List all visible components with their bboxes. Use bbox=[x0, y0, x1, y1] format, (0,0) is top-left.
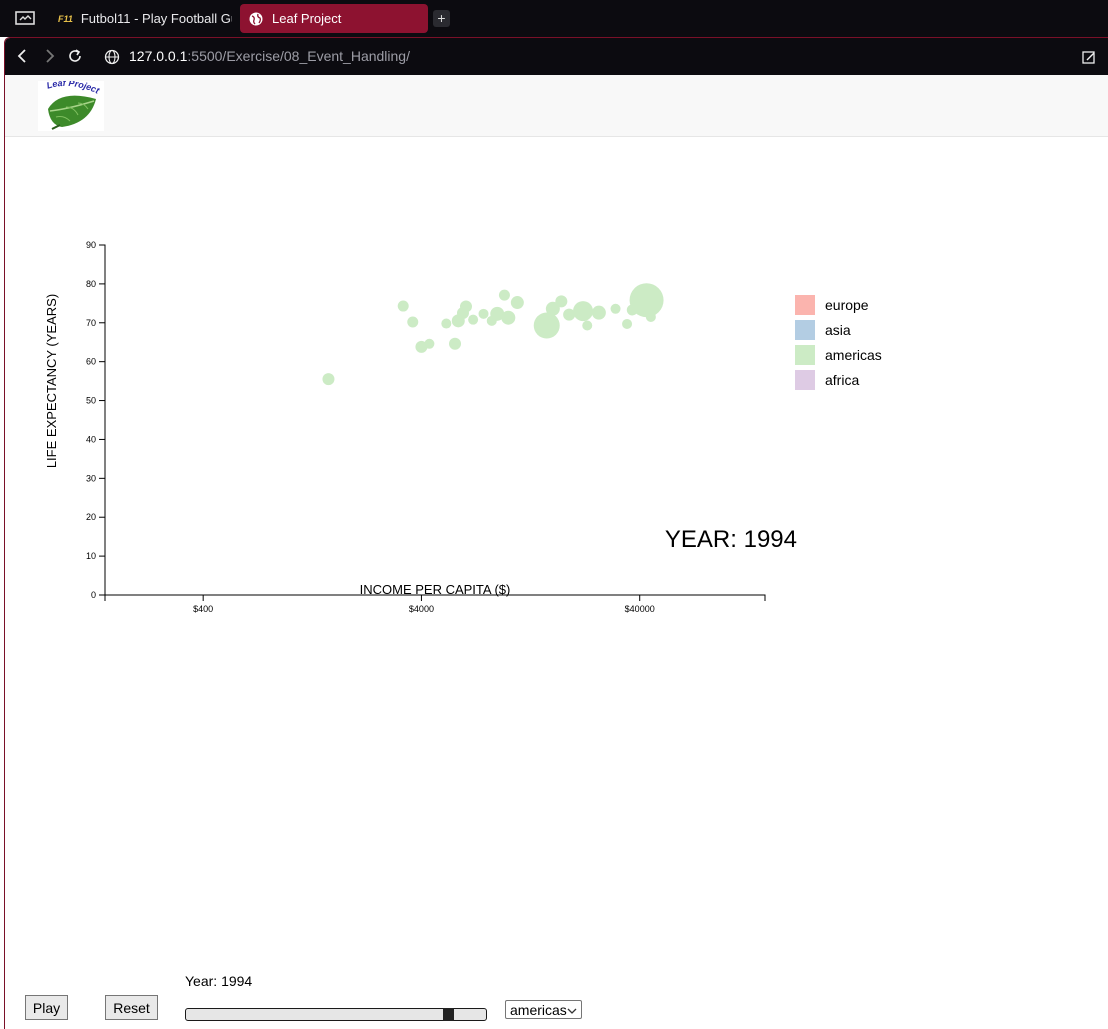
x-tick-label: $400 bbox=[193, 604, 213, 614]
futbol11-favicon: F11 bbox=[58, 13, 73, 24]
year-slider[interactable] bbox=[185, 1008, 487, 1021]
data-point bbox=[510, 296, 524, 310]
url-path: :5500/Exercise/08_Event_Handling/ bbox=[187, 48, 410, 64]
legend-label-asia: asia bbox=[825, 322, 851, 338]
y-tick-label: 30 bbox=[86, 473, 96, 483]
site-navbar: Leaf Project bbox=[5, 75, 1108, 137]
x-axis-line bbox=[104, 594, 766, 601]
legend-swatch-americas bbox=[795, 345, 815, 365]
tab-label: Leaf Project bbox=[272, 11, 342, 26]
site-info-icon[interactable] bbox=[104, 49, 120, 65]
play-button[interactable]: Play bbox=[25, 995, 68, 1020]
continent-select-value: americas bbox=[510, 1002, 567, 1018]
data-point bbox=[629, 283, 664, 318]
page-content: Leaf Project 0 10 20 30 40 50 60 70 80 90 $400 $400… bbox=[5, 75, 1108, 1029]
globe-icon bbox=[249, 12, 263, 25]
browser-tabbar: F11 Futbol11 - Play Football Gu Leaf Pro… bbox=[0, 0, 1108, 37]
x-axis-label: INCOME PER CAPITA ($) bbox=[360, 582, 511, 597]
reload-icon[interactable] bbox=[66, 47, 84, 65]
y-tick-label: 60 bbox=[86, 357, 96, 367]
data-point bbox=[407, 316, 419, 328]
data-point bbox=[322, 373, 335, 386]
chart-points bbox=[322, 283, 664, 386]
data-point bbox=[441, 318, 452, 329]
data-point bbox=[591, 305, 606, 320]
legend-label-africa: africa bbox=[825, 372, 859, 388]
screenshot-edit-icon[interactable] bbox=[1081, 49, 1097, 65]
browser-window: 127.0.0.1:5500/Exercise/08_Event_Handlin… bbox=[4, 37, 1108, 1029]
forward-icon[interactable] bbox=[40, 47, 58, 65]
leaf-project-logo[interactable]: Leaf Project bbox=[38, 78, 104, 131]
address-bar: 127.0.0.1:5500/Exercise/08_Event_Handlin… bbox=[5, 38, 1108, 75]
legend-swatch-europe bbox=[795, 295, 815, 315]
workspaces-icon[interactable] bbox=[12, 8, 38, 28]
data-point bbox=[533, 312, 560, 339]
data-point bbox=[555, 295, 568, 308]
data-point bbox=[424, 338, 435, 349]
y-tick-label: 40 bbox=[86, 434, 96, 444]
data-point bbox=[478, 308, 489, 319]
x-tick-label: $40000 bbox=[625, 604, 655, 614]
legend-label-europe: europe bbox=[825, 297, 869, 313]
slider-handle[interactable] bbox=[443, 1008, 455, 1021]
chevron-down-icon bbox=[567, 1008, 577, 1014]
data-point bbox=[645, 311, 656, 322]
data-point bbox=[610, 303, 621, 314]
y-tick-label: 0 bbox=[91, 590, 96, 600]
data-point bbox=[498, 289, 510, 301]
y-tick-label: 10 bbox=[86, 551, 96, 561]
data-point bbox=[459, 300, 472, 313]
data-point bbox=[563, 308, 576, 321]
y-axis-line bbox=[99, 244, 106, 596]
data-point bbox=[582, 320, 593, 331]
chart-axes: 0 10 20 30 40 50 60 70 80 90 $400 $4000 $40000 bbox=[86, 240, 766, 614]
data-point bbox=[545, 301, 560, 316]
data-point bbox=[468, 314, 479, 325]
y-tick-label: 20 bbox=[86, 512, 96, 522]
reset-button[interactable]: Reset bbox=[105, 995, 158, 1020]
url-host: 127.0.0.1 bbox=[129, 48, 188, 64]
year-label: YEAR: 1994 bbox=[665, 526, 797, 553]
tab-futbol11[interactable]: F11 Futbol11 - Play Football Gu bbox=[50, 4, 232, 33]
continent-select[interactable]: americas bbox=[505, 1000, 582, 1019]
data-point bbox=[501, 310, 516, 325]
gapminder-chart: 0 10 20 30 40 50 60 70 80 90 $400 $4000 $40000 LIFE … bbox=[44, 240, 882, 614]
back-icon[interactable] bbox=[14, 47, 32, 65]
tab-label: Futbol11 - Play Football Gu bbox=[80, 11, 232, 26]
data-point bbox=[573, 301, 594, 322]
new-tab-button[interactable]: + bbox=[433, 10, 450, 27]
y-tick-label: 90 bbox=[86, 240, 96, 250]
data-point bbox=[449, 337, 462, 350]
data-point bbox=[622, 318, 633, 329]
y-tick-label: 50 bbox=[86, 396, 96, 406]
data-point bbox=[397, 300, 409, 312]
leaf-logo-image: Leaf Project bbox=[45, 78, 102, 130]
legend-swatch-asia bbox=[795, 320, 815, 340]
y-tick-label: 70 bbox=[86, 318, 96, 328]
legend-label-americas: americas bbox=[825, 347, 882, 363]
logo-text: Leaf Project bbox=[45, 81, 101, 96]
chart-legend: europe asia americas africa bbox=[795, 295, 882, 390]
year-slider-label: Year: 1994 bbox=[185, 973, 253, 989]
y-axis-label: LIFE EXPECTANCY (YEARS) bbox=[44, 294, 59, 468]
tab-leaf-project[interactable]: Leaf Project bbox=[240, 4, 428, 33]
url-field[interactable]: 127.0.0.1:5500/Exercise/08_Event_Handlin… bbox=[129, 48, 410, 64]
legend-swatch-africa bbox=[795, 370, 815, 390]
data-point bbox=[490, 306, 505, 321]
x-tick-label: $4000 bbox=[409, 604, 434, 614]
y-tick-label: 80 bbox=[86, 279, 96, 289]
